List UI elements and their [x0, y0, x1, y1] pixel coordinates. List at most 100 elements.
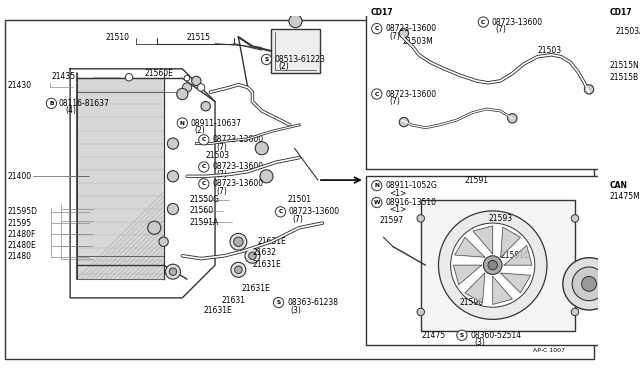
- Circle shape: [167, 203, 179, 215]
- Text: 08360-52514: 08360-52514: [470, 331, 522, 340]
- Circle shape: [245, 248, 260, 263]
- Circle shape: [483, 256, 502, 275]
- Text: 21503: 21503: [205, 151, 230, 160]
- Circle shape: [584, 85, 594, 94]
- Circle shape: [169, 268, 177, 275]
- Text: C: C: [202, 164, 206, 170]
- Text: 21501: 21501: [287, 195, 311, 204]
- Circle shape: [148, 221, 161, 234]
- Circle shape: [508, 114, 517, 123]
- Circle shape: [182, 83, 191, 92]
- Text: 21550G: 21550G: [190, 195, 220, 204]
- Circle shape: [582, 276, 596, 291]
- Text: 21631: 21631: [221, 296, 246, 305]
- Text: 21631E: 21631E: [252, 260, 281, 269]
- Text: 08723-13600: 08723-13600: [385, 90, 436, 99]
- Circle shape: [235, 266, 242, 273]
- Text: B: B: [49, 101, 54, 106]
- Text: CAN: CAN: [609, 181, 628, 190]
- Text: 21631E: 21631E: [257, 237, 286, 246]
- Text: 21560E: 21560E: [145, 69, 174, 78]
- Circle shape: [198, 135, 209, 145]
- Text: C: C: [202, 181, 206, 186]
- Circle shape: [451, 223, 535, 307]
- Text: N: N: [180, 121, 185, 125]
- Circle shape: [198, 162, 209, 172]
- Circle shape: [372, 180, 382, 191]
- Text: (7): (7): [216, 143, 227, 152]
- Bar: [606, 178, 640, 344]
- Text: C: C: [202, 137, 206, 142]
- Circle shape: [372, 23, 382, 34]
- Text: 21515: 21515: [187, 33, 211, 42]
- Circle shape: [46, 98, 56, 109]
- Circle shape: [488, 260, 497, 270]
- Text: 08723-13600: 08723-13600: [212, 163, 263, 171]
- Polygon shape: [70, 69, 215, 298]
- Bar: [367, 5, 602, 169]
- Text: 21590: 21590: [460, 298, 484, 307]
- Text: C: C: [374, 92, 379, 97]
- Circle shape: [261, 54, 271, 65]
- Circle shape: [399, 29, 408, 38]
- Circle shape: [572, 267, 606, 301]
- Circle shape: [478, 17, 488, 27]
- Text: 08911-10637: 08911-10637: [191, 119, 242, 128]
- Text: 21400: 21400: [8, 172, 31, 181]
- Text: S: S: [276, 300, 281, 305]
- Text: 21515N: 21515N: [609, 61, 639, 70]
- Circle shape: [372, 89, 382, 99]
- Text: 08911-1052G: 08911-1052G: [385, 181, 437, 190]
- Text: 21503M: 21503M: [402, 37, 433, 46]
- Text: C: C: [278, 209, 283, 214]
- Text: 21591A: 21591A: [190, 218, 219, 227]
- Text: AP-C 1007: AP-C 1007: [533, 348, 565, 353]
- Circle shape: [234, 237, 243, 246]
- Text: 08723-13600: 08723-13600: [212, 135, 263, 144]
- Text: 21631E: 21631E: [241, 284, 270, 293]
- Text: (7): (7): [495, 25, 506, 34]
- Circle shape: [249, 252, 256, 260]
- Polygon shape: [621, 202, 640, 218]
- Text: 08916-13510: 08916-13510: [385, 198, 436, 207]
- Polygon shape: [454, 265, 481, 285]
- Text: 21591: 21591: [465, 176, 489, 186]
- Text: (2): (2): [278, 62, 289, 71]
- Text: (4): (4): [65, 106, 76, 115]
- Circle shape: [563, 258, 615, 310]
- Text: (3): (3): [291, 307, 301, 315]
- Bar: [606, 5, 640, 169]
- Circle shape: [417, 308, 424, 315]
- Polygon shape: [500, 273, 531, 293]
- Text: <1>: <1>: [389, 189, 406, 198]
- Circle shape: [201, 102, 211, 111]
- Circle shape: [273, 297, 284, 308]
- Circle shape: [255, 142, 268, 155]
- Text: 21510: 21510: [106, 33, 130, 42]
- Text: 21435: 21435: [51, 72, 76, 81]
- Text: (7): (7): [216, 170, 227, 179]
- Bar: [271, 29, 320, 74]
- Circle shape: [231, 262, 246, 277]
- Text: 21591C: 21591C: [500, 251, 529, 260]
- Circle shape: [572, 215, 579, 222]
- Polygon shape: [493, 276, 513, 304]
- Polygon shape: [504, 246, 532, 265]
- Text: 21597: 21597: [380, 216, 404, 225]
- Text: N: N: [374, 183, 380, 188]
- Text: (7): (7): [292, 215, 303, 224]
- Polygon shape: [465, 273, 484, 303]
- Text: 08723-13600: 08723-13600: [385, 24, 436, 33]
- Circle shape: [417, 215, 424, 222]
- Circle shape: [177, 89, 188, 100]
- Text: 21595: 21595: [8, 219, 31, 228]
- Circle shape: [198, 179, 209, 189]
- Text: 08116-81637: 08116-81637: [59, 99, 110, 108]
- Text: 08723-13600: 08723-13600: [492, 17, 543, 26]
- Text: (2): (2): [195, 126, 205, 135]
- Text: 21475M: 21475M: [609, 192, 640, 201]
- Polygon shape: [473, 226, 493, 254]
- Text: (7): (7): [389, 97, 400, 106]
- Text: 21503: 21503: [538, 46, 562, 55]
- Text: CD17: CD17: [370, 8, 393, 17]
